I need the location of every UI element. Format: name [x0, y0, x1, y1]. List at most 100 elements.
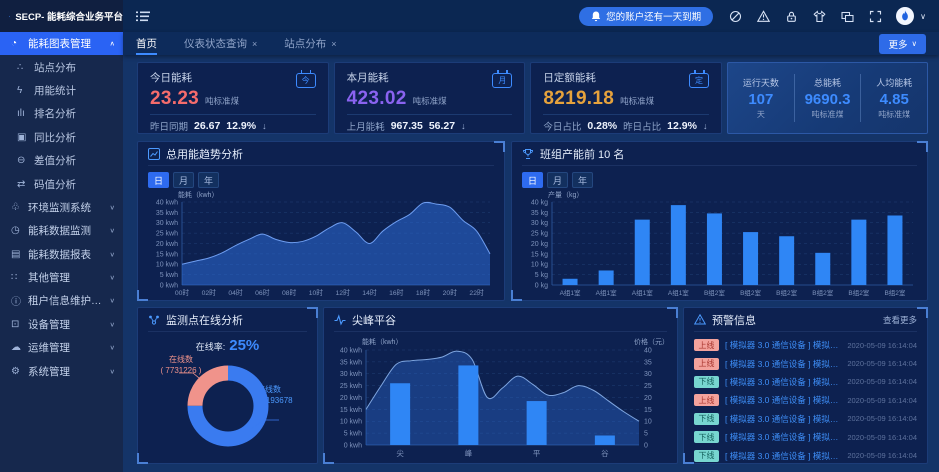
sidebar-item[interactable]: ◷ 能耗数据监测 ∨ [0, 219, 123, 242]
sidebar-item-label: 能耗数据监测 [28, 225, 91, 238]
alert-row[interactable]: 下线 [ 模拟器 3.0 通信设备 ] 模拟器 3.0... 2020-05-09 … [694, 446, 917, 464]
svg-text:25 kwh: 25 kwh [156, 231, 178, 238]
footer-value: 26.67 [194, 119, 221, 132]
alert-row[interactable]: 上线 [ 模拟器 3.0 通信设备 ] 模拟器 3.0... 2020-05-09 … [694, 336, 917, 354]
alert-text[interactable]: [ 模拟器 3.0 通信设备 ] 模拟器 3.0... [725, 395, 841, 406]
summary-unit: 吨标准煤 [878, 110, 911, 119]
online-count-label: 在线数 ( 7731226 ) [160, 355, 202, 376]
sidebar-item[interactable]: ⇄ 码值分析 [0, 172, 123, 195]
svg-text:35 kg: 35 kg [531, 210, 548, 217]
panel-title: 班组产能前 10 名 [540, 148, 625, 161]
stat-card-value-row: 23.23 吨标准煤 [150, 88, 316, 110]
alert-row[interactable]: 下线 [ 模拟器 3.0 通信设备 ] 模拟器 3.0... 2020-05-09 … [694, 410, 917, 428]
stat-card-footer: 今日占比 0.28% 昨日占比 12.9% ↓ [543, 115, 709, 136]
panel-title: 监测点在线分析 [166, 314, 243, 327]
stat-unit: 吨标准煤 [205, 96, 240, 106]
close-icon[interactable]: × [252, 38, 258, 49]
sidebar-item[interactable]: ⓘ 租户信息维护管理 ∨ [0, 289, 123, 312]
svg-text:00时: 00时 [175, 288, 190, 297]
footer-label: 昨日同期 [150, 121, 189, 133]
alert-row[interactable]: 上线 [ 模拟器 3.0 通信设备 ] 模拟器 3.0... 2020-05-09 … [694, 391, 917, 409]
tab-item[interactable]: 站点分布 × [284, 32, 336, 55]
svg-text:5: 5 [644, 431, 648, 438]
alert-row[interactable]: 下线 [ 模拟器 3.0 通信设备 ] 模拟器 3.0... 2020-05-09 … [694, 373, 917, 391]
online-rate: 在线率: 25% [148, 337, 307, 355]
alert-text[interactable]: [ 模拟器 3.0 通信设备 ] 模拟器 3.0... [725, 450, 841, 461]
footer-label: 昨日占比 [623, 121, 662, 133]
alert-row[interactable]: 上线 [ 模拟器 3.0 通信设备 ] 模拟器 3.0... 2020-05-09 … [694, 354, 917, 372]
svg-text:B组2室: B组2室 [704, 288, 725, 297]
period-tab[interactable]: 月 [547, 172, 569, 188]
multi-window-icon[interactable] [841, 10, 854, 23]
svg-text:15 kwh: 15 kwh [156, 251, 178, 258]
stat-unit: 吨标准煤 [412, 96, 447, 106]
pie-chart-icon: ◔ [11, 38, 18, 50]
period-tab[interactable]: 日 [148, 172, 170, 188]
panel-header: 预警信息 查看更多 [694, 308, 917, 332]
tab-active[interactable]: 首页 [136, 32, 157, 55]
chevron-down-icon: ∨ [109, 367, 116, 375]
sidebar-item[interactable]: ⊖ 差值分析 [0, 149, 123, 172]
fullscreen-icon[interactable] [869, 10, 882, 23]
sidebar-item[interactable]: ϟ 用能统计 [0, 79, 123, 102]
sidebar-item[interactable]: ♧ 环境监测系统 ∨ [0, 196, 123, 219]
svg-text:能耗（kwh）: 能耗（kwh） [362, 337, 402, 346]
calendar-icon: 定 [689, 70, 710, 88]
account-expiry-notice[interactable]: 您的账户还有一天到期 [579, 6, 714, 26]
donut-chart-area: 在线率: 25% 在线数 ( 7731226 ) 离线数 23193678 [148, 332, 307, 463]
collapse-menu-icon[interactable] [136, 11, 151, 22]
more-button[interactable]: 更多 ∨ [879, 33, 926, 54]
circle-slash-icon[interactable] [729, 10, 742, 23]
footer-value: 12.9% [667, 119, 697, 132]
period-tab[interactable]: 年 [572, 172, 594, 188]
divider [150, 114, 316, 115]
alert-time: 2020-05-09 16:14:04 [847, 451, 917, 461]
alert-text[interactable]: [ 模拟器 3.0 通信设备 ] 模拟器 3.0... [725, 340, 841, 351]
sidebar-item[interactable]: ▣ 同比分析 [0, 126, 123, 149]
summary-stat: 人均能耗 4.85 吨标准煤 [860, 74, 927, 122]
alert-text[interactable]: [ 模拟器 3.0 通信设备 ] 模拟器 3.0... [725, 413, 841, 424]
sidebar-item[interactable]: ⊡ 设备管理 ∨ [0, 313, 123, 336]
svg-text:15: 15 [644, 407, 652, 414]
svg-text:20 kwh: 20 kwh [156, 241, 178, 248]
warning-icon[interactable] [757, 9, 771, 23]
view-more-link[interactable]: 查看更多 [882, 314, 917, 325]
stat-card: 本月能耗 月 423.02 吨标准煤 上月能耗 967.35 56.27 ↓ [333, 62, 526, 134]
theme-shirt-icon[interactable] [813, 9, 826, 23]
svg-text:25: 25 [644, 383, 652, 390]
sidebar-item[interactable]: ∷ 其他管理 ∨ [0, 266, 123, 289]
close-icon[interactable]: × [331, 38, 337, 49]
sidebar-item[interactable]: ⚙ 系统管理 ∨ [0, 359, 123, 382]
svg-text:35: 35 [644, 359, 652, 366]
tab-item[interactable]: 仪表状态查询 × [184, 32, 257, 55]
info-icon: ⓘ [11, 297, 21, 309]
svg-text:30 kwh: 30 kwh [156, 220, 178, 227]
sidebar-item[interactable]: ◔ 能耗图表管理 ∧ [0, 32, 123, 56]
arrow-down-icon: ↓ [702, 120, 708, 131]
lock-icon[interactable] [785, 10, 798, 23]
period-tab[interactable]: 日 [522, 172, 544, 188]
period-tab[interactable]: 年 [198, 172, 220, 188]
period-tab[interactable]: 月 [173, 172, 195, 188]
svg-text:40: 40 [644, 347, 652, 354]
user-menu-chevron-icon[interactable]: ∨ [920, 11, 926, 21]
tab-bar: 首页 仪表状态查询 × 站点分布 × 更多 ∨ [123, 32, 939, 55]
device-icon: ⊡ [11, 318, 20, 330]
svg-text:40 kwh: 40 kwh [156, 199, 178, 206]
leaf-icon: ♧ [11, 201, 20, 213]
svg-text:0 kg: 0 kg [535, 282, 548, 289]
sidebar-item[interactable]: ılı 排名分析 [0, 102, 123, 125]
alert-row[interactable]: 下线 [ 模拟器 3.0 通信设备 ] 模拟器 3.0... 2020-05-09 … [694, 428, 917, 446]
user-avatar[interactable] [896, 7, 915, 25]
alert-text[interactable]: [ 模拟器 3.0 通信设备 ] 模拟器 3.0... [725, 432, 841, 443]
sidebar-item[interactable]: ▤ 能耗数据报表 ∨ [0, 243, 123, 266]
svg-text:谷: 谷 [601, 449, 609, 458]
sidebar-item[interactable]: ∴ 站点分布 [0, 55, 123, 78]
alert-text[interactable]: [ 模拟器 3.0 通信设备 ] 模拟器 3.0... [725, 376, 841, 387]
svg-text:0 kwh: 0 kwh [344, 442, 362, 449]
alert-text[interactable]: [ 模拟器 3.0 通信设备 ] 模拟器 3.0... [725, 358, 841, 369]
stat-card-title: 今日能耗 [150, 72, 192, 84]
svg-text:40 kg: 40 kg [531, 199, 548, 206]
sidebar: SECP- 能耗综合业务平台 ◔ 能耗图表管理 ∧ ∴ 站点分布 ϟ 用能统计 ılı 排名分析… [0, 0, 123, 472]
sidebar-item[interactable]: ☁ 运维管理 ∨ [0, 336, 123, 359]
